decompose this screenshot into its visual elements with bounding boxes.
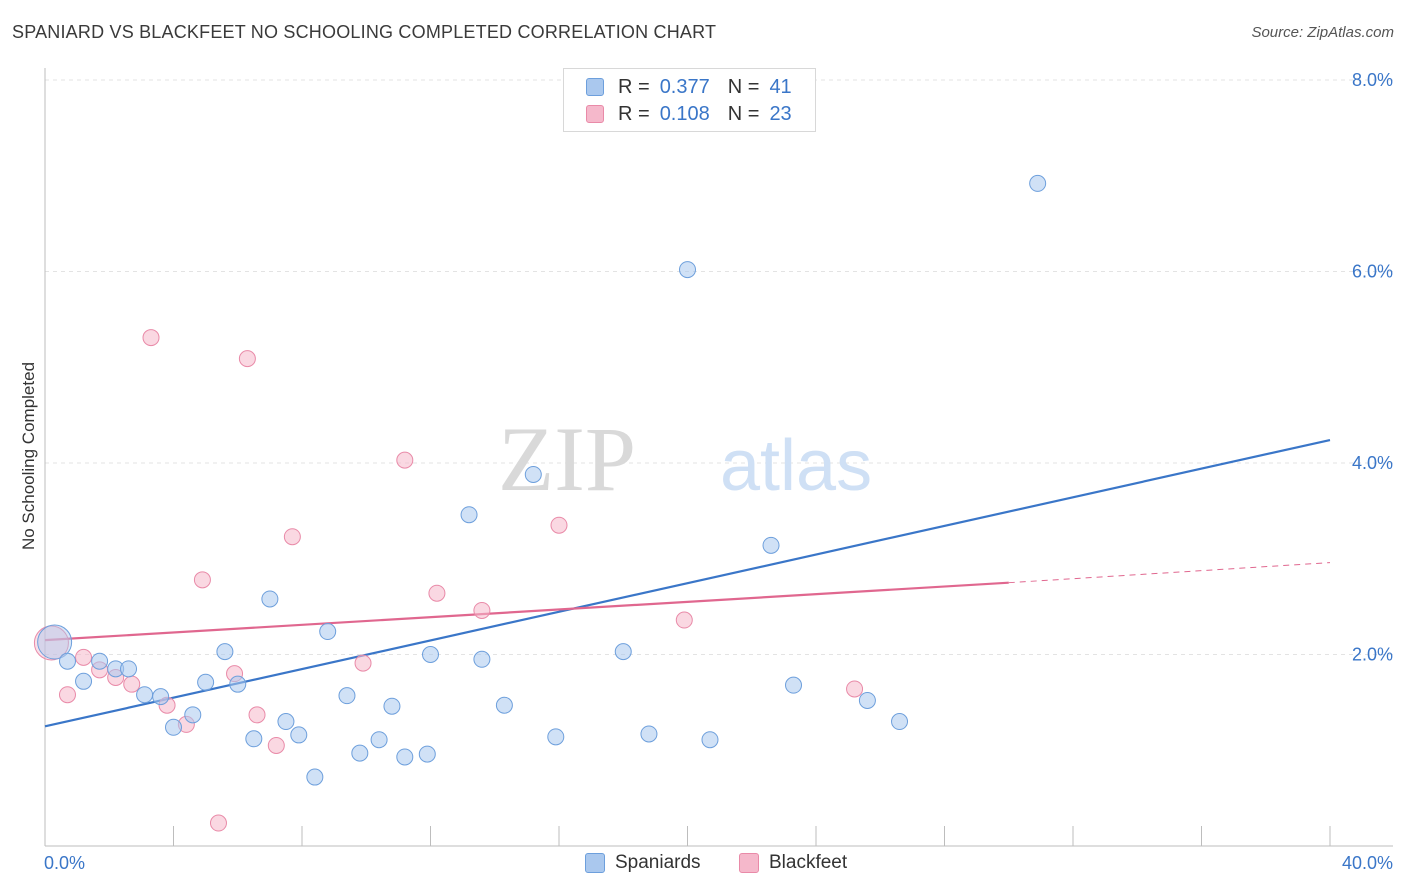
point-spaniards [216,643,234,661]
point-spaniards [290,726,308,744]
point-spaniards [351,744,369,762]
bottom-legend-spaniards: Spaniards [585,852,701,874]
trend-line-spaniards [44,438,1331,728]
point-blackfeet [123,675,141,693]
point-spaniards [679,261,696,279]
point-spaniards [277,713,295,731]
legend-n-value: 23 [769,102,792,125]
point-blackfeet [248,706,266,724]
point-blackfeet [550,516,568,534]
legend-r-label: R = [618,102,650,125]
point-spaniards [473,650,491,668]
legend-n-label: N = [727,75,760,98]
x-tick-label-min: 0.0% [44,853,85,873]
point-spaniards [165,718,182,736]
y-tick-label: 2.0% [1352,645,1393,665]
point-spaniards [495,696,513,714]
watermark: ZIP atlas [498,408,872,510]
point-spaniards [762,536,780,554]
point-spaniards [338,687,356,705]
point-spaniards [383,697,401,715]
y-tick-label: 6.0% [1352,262,1393,282]
point-spaniards [75,672,93,690]
trend-lines [44,438,1331,728]
legend-r-label: R = [618,75,650,98]
source-credit: Source: ZipAtlas.com [1251,24,1394,41]
point-blackfeet [75,648,93,666]
point-spaniards [306,768,324,786]
point-spaniards [91,652,109,670]
y-axis-label: No Schooling Completed [19,362,38,550]
point-spaniards [460,506,478,524]
point-blackfeet [675,611,693,629]
point-spaniards [524,465,542,483]
point-spaniards [197,673,215,691]
axes [44,68,1393,847]
point-blackfeet [238,350,256,368]
point-spaniards [891,713,909,731]
watermark-zip: ZIP [498,408,636,510]
point-blackfeet [396,451,414,469]
data-points [33,80,1047,832]
point-blackfeet [267,736,285,754]
legend-row-blackfeet: R = 0.108 N = 23 [586,102,792,126]
point-blackfeet [33,625,69,661]
point-spaniards [418,745,436,763]
legend-swatch-blackfeet [586,105,604,123]
point-spaniards [37,624,73,660]
point-spaniards [370,731,388,749]
legend: R = 0.377 N = 41 R = 0.108 N = 23 [563,68,816,132]
point-spaniards [136,686,154,704]
x-tick-label-max: 40.0% [1342,853,1393,873]
point-spaniards [120,660,138,678]
trend-line-blackfeet [44,581,1009,642]
bottom-legend-blackfeet: Blackfeet [739,852,847,874]
point-blackfeet [428,584,446,602]
point-spaniards [58,652,76,670]
point-spaniards [785,676,803,694]
point-spaniards [701,731,719,749]
point-spaniards [858,691,876,709]
legend-row-spaniards: R = 0.377 N = 41 [586,75,792,99]
point-spaniards [261,590,279,608]
bottom-legend-label-spaniards: Spaniards [615,852,701,873]
legend-swatch-spaniards [586,78,604,96]
point-spaniards [184,706,202,724]
point-blackfeet [473,601,491,619]
point-blackfeet [354,654,372,672]
watermark-atlas: atlas [720,426,872,506]
point-spaniards [614,643,632,661]
y-tick-labels: 2.0% 4.0% 6.0% 8.0% [1352,70,1393,665]
point-blackfeet [193,571,211,589]
grid-lines [45,79,1393,655]
point-blackfeet [142,329,160,347]
legend-n-label: N = [727,102,760,125]
y-tick-label: 8.0% [1352,70,1393,90]
point-spaniards [152,688,170,706]
chart-title: SPANIARD VS BLACKFEET NO SCHOOLING COMPL… [12,22,717,42]
point-blackfeet [283,528,301,546]
point-blackfeet [209,814,227,832]
point-blackfeet [58,686,76,704]
point-spaniards [547,728,565,746]
point-spaniards [396,748,414,766]
bottom-legend-swatch-spaniards [585,853,605,873]
legend-n-value: 41 [769,75,792,98]
y-tick-label: 4.0% [1352,453,1393,473]
point-spaniards [1029,174,1047,192]
point-spaniards [422,646,439,663]
point-spaniards [640,725,658,743]
point-spaniards [229,675,247,693]
point-spaniards [245,730,263,748]
point-spaniards [319,623,337,641]
trend-line-blackfeet-extension [1008,562,1331,584]
bottom-legend-swatch-blackfeet [739,853,759,873]
bottom-legend-label-blackfeet: Blackfeet [769,852,848,873]
legend-r-value: 0.108 [659,102,710,125]
legend-r-value: 0.377 [659,75,710,98]
point-blackfeet [846,680,864,698]
